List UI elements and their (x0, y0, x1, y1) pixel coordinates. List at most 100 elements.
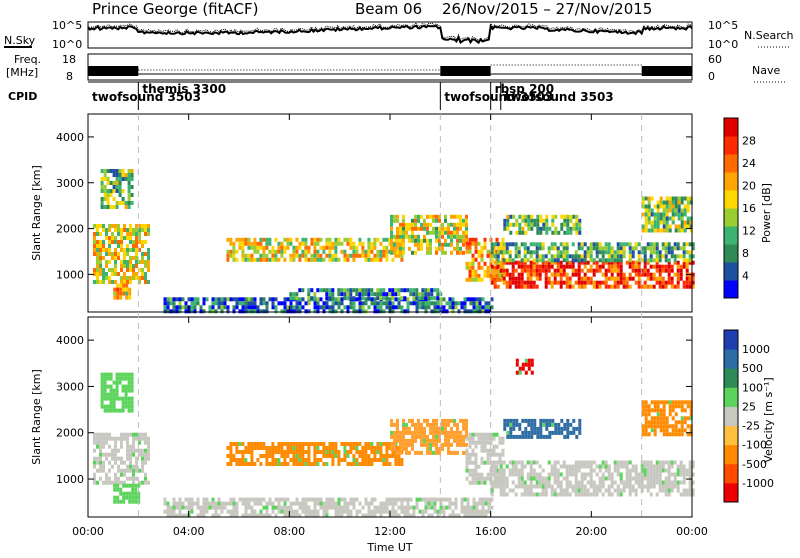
echo-cell (532, 242, 536, 247)
echo-cell (113, 499, 117, 504)
echo-cell (331, 505, 335, 510)
echo-cell (349, 501, 353, 506)
echo-cell (459, 218, 462, 223)
echo-cell (545, 422, 549, 427)
echo-cell (403, 509, 407, 514)
echo-cell (661, 464, 665, 469)
echo-cell (595, 246, 599, 251)
echo-cell (688, 254, 692, 259)
echo-cell (559, 276, 563, 281)
echo-cell (403, 288, 407, 293)
echo-cell (641, 412, 645, 417)
echo-cell (126, 448, 129, 453)
echo-cell (471, 440, 475, 445)
echo-cell (241, 513, 245, 518)
x-tick-label: 00:00 (676, 525, 708, 538)
echo-cell (544, 480, 548, 485)
echo-cell (208, 305, 212, 310)
echo-cell (304, 301, 308, 306)
echo-cell (661, 480, 665, 485)
echo-cell (529, 284, 533, 289)
echo-cell (547, 246, 551, 251)
echo-cell (217, 297, 221, 302)
echo-cell (644, 196, 648, 201)
echo-cell (568, 260, 572, 265)
echo-cell (328, 245, 332, 250)
echo-cell (295, 513, 299, 518)
echo-cell (450, 234, 453, 239)
echo-cell (496, 254, 500, 259)
echo-cell (259, 454, 263, 458)
echo-cell (664, 460, 668, 465)
echo-cell (646, 480, 650, 485)
echo-cell (665, 216, 669, 221)
echo-cell (129, 452, 132, 457)
echo-cell (295, 305, 299, 310)
echo-cell (364, 288, 368, 293)
echo-cell (644, 204, 648, 209)
echo-cell (340, 458, 344, 462)
echo-cell (99, 260, 102, 264)
echo-cell (235, 305, 239, 310)
echo-cell (370, 257, 374, 262)
echo-cell (190, 509, 194, 514)
echo-cell (569, 430, 573, 435)
echo-cell (438, 234, 441, 239)
echo-cell (559, 260, 563, 265)
echo-cell (99, 280, 102, 284)
echo-cell (538, 476, 542, 481)
echo-cell (114, 452, 117, 457)
echo-cell (664, 264, 668, 269)
echo-cell (417, 430, 420, 435)
echo-cell (396, 450, 399, 455)
echo-cell (487, 509, 491, 514)
echo-cell (141, 228, 144, 232)
echo-cell (598, 264, 602, 269)
echo-cell (178, 497, 182, 502)
echo-cell (580, 484, 584, 489)
nsearch-label: N.Search (744, 29, 794, 42)
echo-cell (120, 232, 123, 236)
echo-cell (292, 257, 296, 262)
x-tick-label: 08:00 (273, 525, 305, 538)
echo-cell (313, 454, 317, 458)
echo-cell (526, 284, 530, 289)
echo-cell (364, 292, 368, 297)
echo-cell (238, 245, 242, 250)
echo-cell (656, 216, 660, 221)
echo-cell (691, 480, 695, 485)
echo-cell (453, 450, 456, 455)
echo-cell (436, 497, 440, 502)
echo-cell (301, 253, 305, 258)
echo-cell (376, 288, 380, 293)
echo-cell (241, 442, 245, 446)
echo-cell (114, 228, 117, 232)
echo-cell (656, 220, 660, 225)
echo-cell (568, 492, 572, 497)
echo-cell (127, 396, 131, 401)
echo-cell (463, 309, 467, 314)
echo-cell (462, 418, 465, 423)
echo-cell (571, 284, 575, 289)
echo-cell (130, 384, 134, 389)
echo-cell (319, 253, 323, 258)
echo-cell (541, 492, 545, 497)
echo-cell (241, 305, 245, 310)
echo-cell (595, 242, 599, 247)
echo-cell (106, 408, 110, 413)
echo-cell (268, 249, 272, 254)
echo-cell (514, 472, 518, 477)
echo-cell (214, 309, 218, 314)
echo-cell (196, 301, 200, 306)
echo-cell (337, 462, 341, 466)
echo-cell (680, 224, 684, 229)
echo-cell (520, 484, 524, 489)
echo-cell (100, 189, 104, 193)
echo-cell (456, 230, 459, 235)
echo-cell (565, 264, 569, 269)
echo-cell (120, 276, 123, 280)
echo-cell (644, 220, 648, 225)
echo-cell (400, 501, 404, 506)
echo-cell (144, 260, 147, 264)
echo-cell (547, 276, 551, 281)
